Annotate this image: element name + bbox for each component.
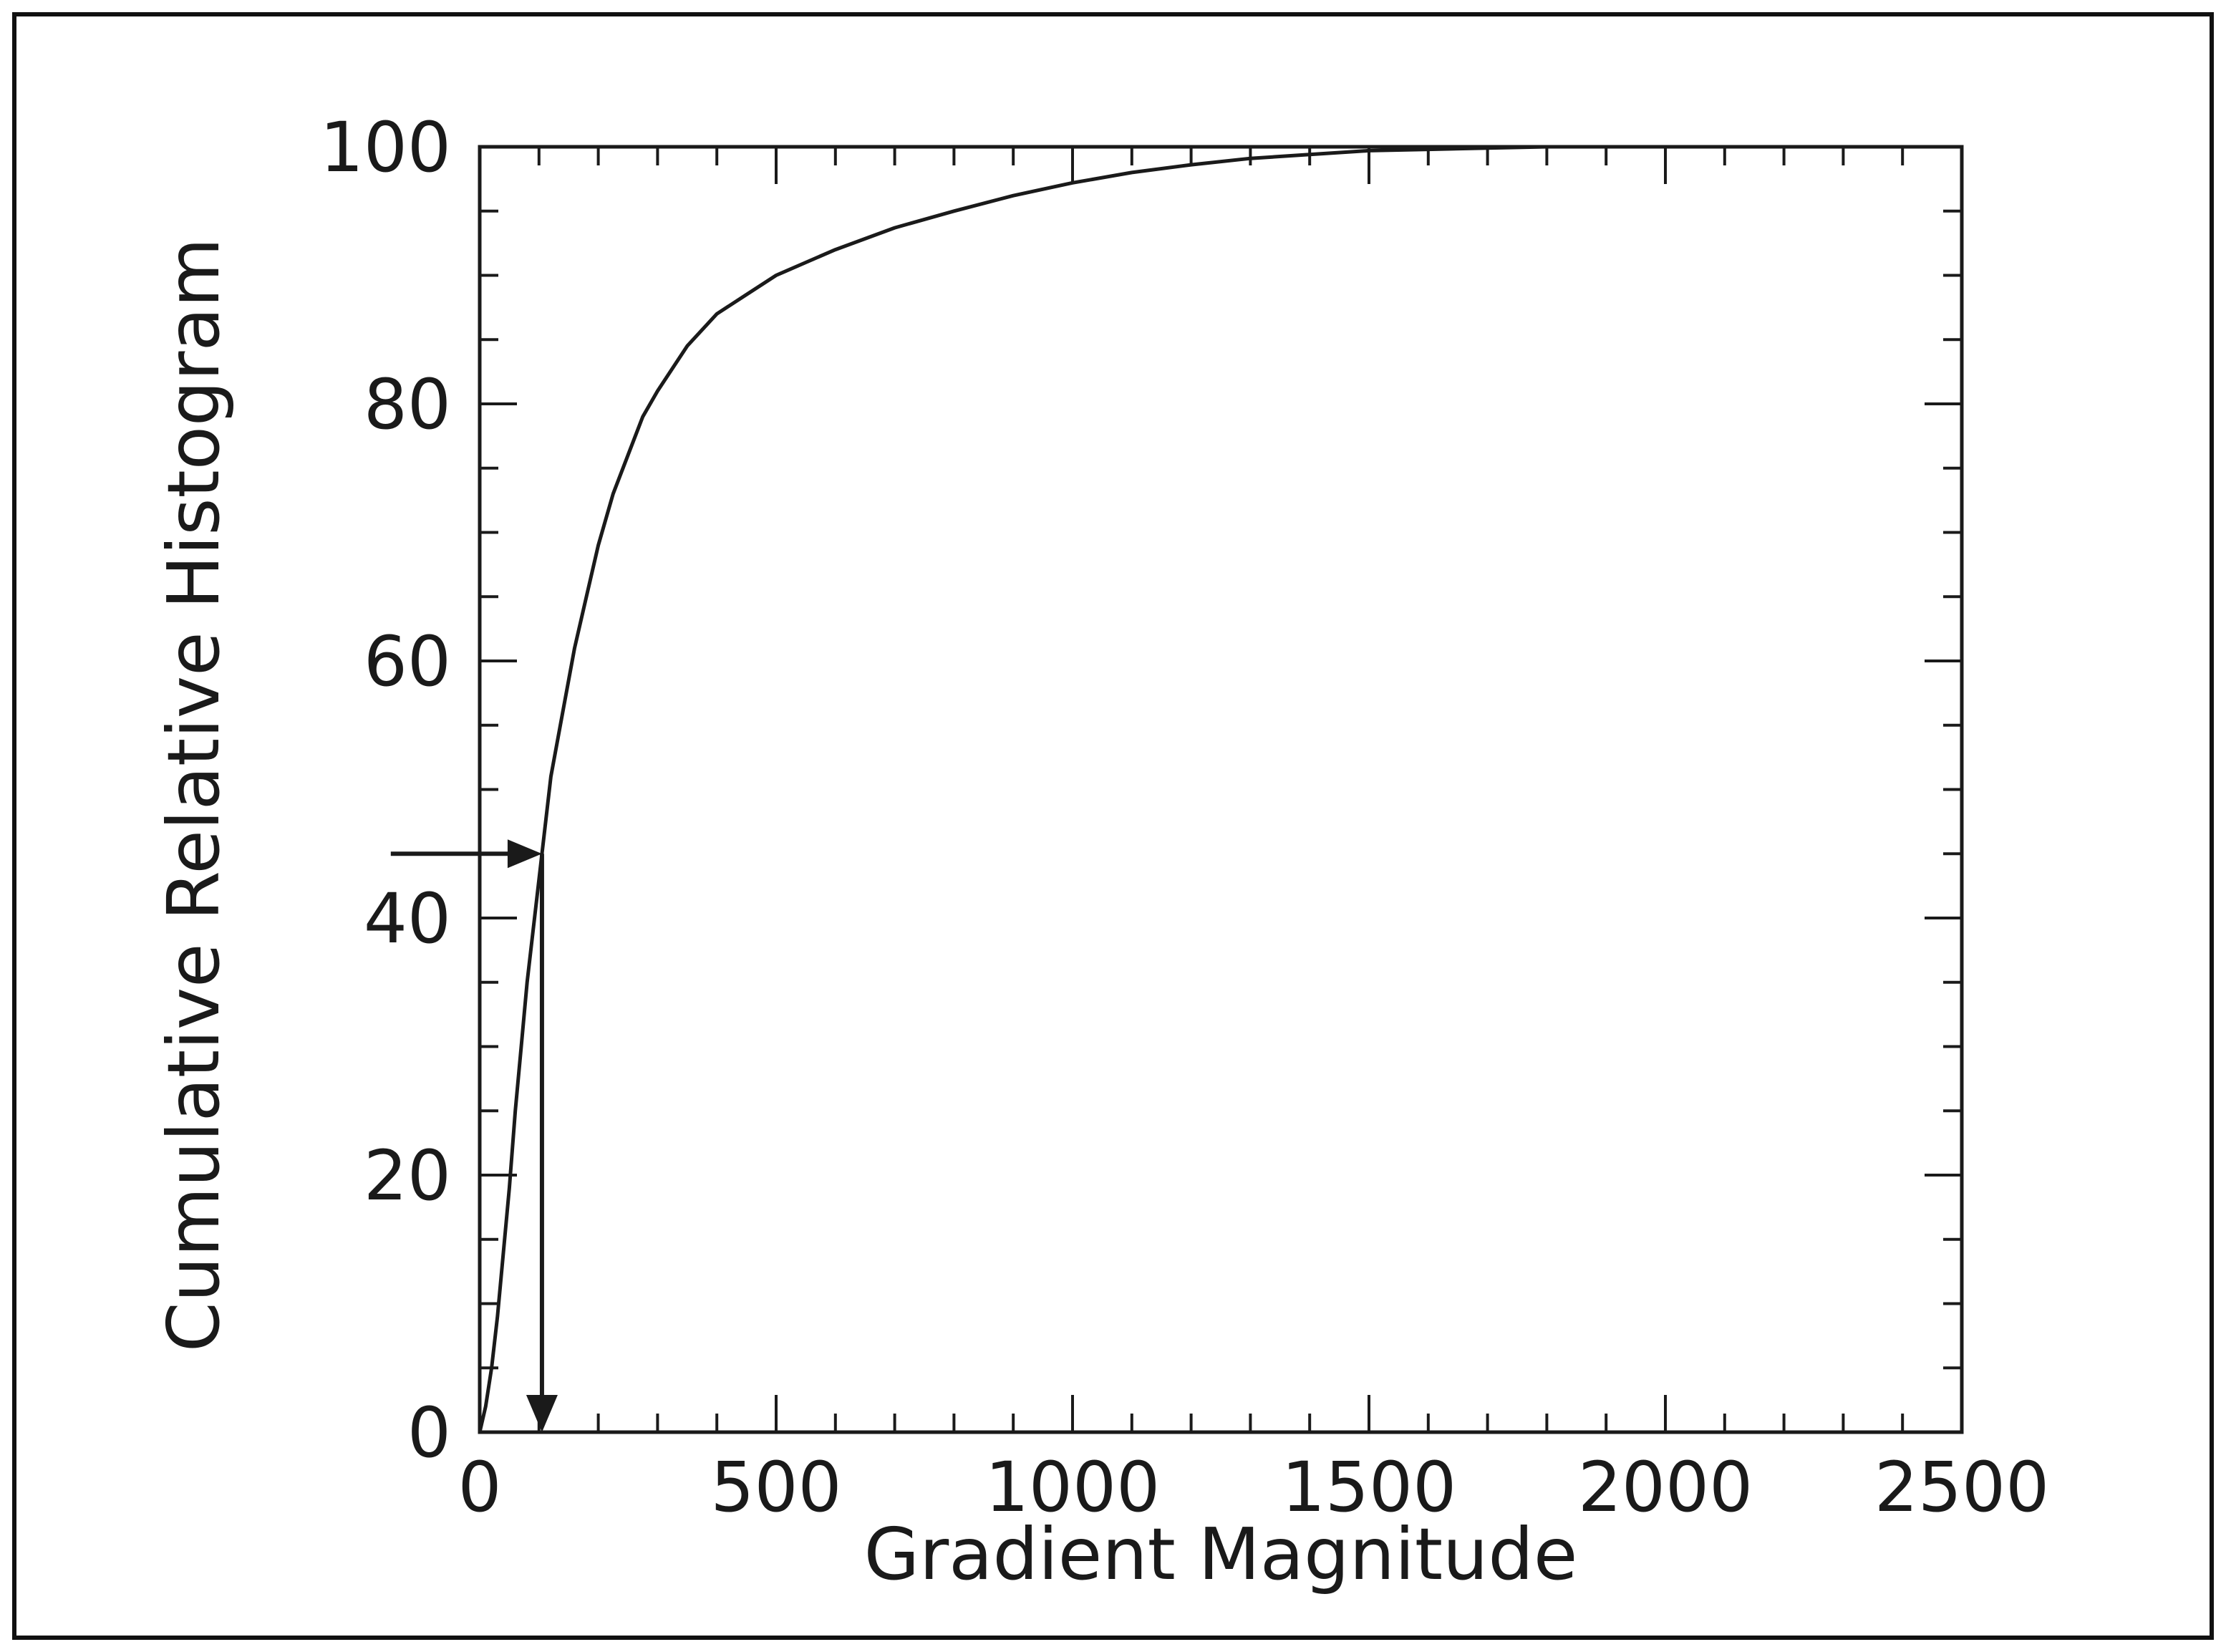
series-layer: [478, 145, 1962, 1433]
y-tick-label: 20: [364, 1136, 451, 1216]
y-axis-label: Cumulative Relative Histogram: [152, 238, 236, 1352]
figure-frame: [12, 12, 2214, 1640]
x-axis-label: Gradient Magnitude: [864, 1512, 1578, 1596]
x-tick-label: 1000: [985, 1447, 1160, 1527]
y-tick-label: 80: [364, 364, 451, 445]
y-tick-label: 40: [364, 879, 451, 959]
series-line: [478, 145, 1962, 1433]
x-tick-label: 2500: [1874, 1447, 2049, 1527]
x-tick-label: 2000: [1578, 1447, 1753, 1527]
annotation-layer: [390, 839, 558, 1432]
y-tick-label: 0: [407, 1393, 451, 1473]
y-tick-label: 100: [320, 107, 451, 188]
arrowhead-right: [507, 839, 542, 869]
x-tick-label: 1500: [1282, 1447, 1456, 1527]
x-tick-label: 500: [710, 1447, 841, 1527]
tick-labels: 0 500 1000 1500 2000 2500 0 20 40 60 80 100: [320, 107, 2049, 1527]
y-tick-label: 60: [364, 622, 451, 702]
arrowhead-down: [526, 1395, 558, 1432]
x-tick-label: 0: [458, 1447, 501, 1527]
